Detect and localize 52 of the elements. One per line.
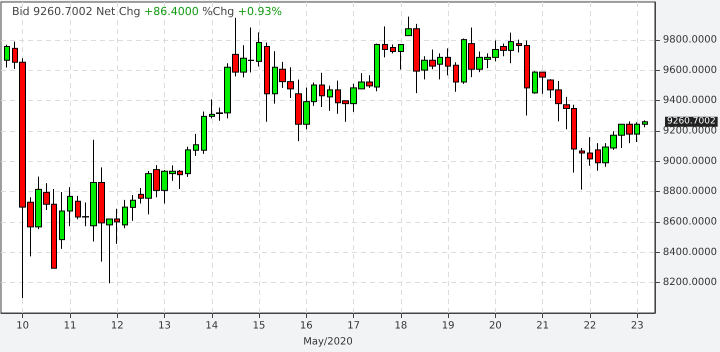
candlestick <box>256 32 262 67</box>
candlestick <box>67 186 73 227</box>
x-tick-label: 23 <box>630 320 644 332</box>
candlestick <box>642 120 648 128</box>
candlestick <box>185 146 191 178</box>
y-tick-label: 8800.0000 <box>662 186 717 198</box>
candlestick <box>264 42 270 122</box>
y-tick-label: 9000.0000 <box>662 156 717 167</box>
y-tick-label: 8600.0000 <box>662 216 717 228</box>
candlestick <box>130 194 136 222</box>
y-tick-label: 9600.0000 <box>662 64 717 76</box>
y-tick-label: 9400.0000 <box>662 95 717 106</box>
x-tick-label: 20 <box>489 320 502 332</box>
candlestick <box>587 136 593 166</box>
x-tick-label: 14 <box>205 320 218 332</box>
annotation: +86.4000 <box>144 5 199 18</box>
x-tick-label: 22 <box>584 320 596 332</box>
text: 9260.7002 <box>667 116 716 127</box>
x-tick-label: 19 <box>442 320 454 332</box>
candlestick <box>4 44 10 68</box>
x-axis-title: May/2020 <box>303 336 353 348</box>
candlestick <box>516 39 522 53</box>
x-tick-label: 12 <box>110 320 124 332</box>
y-tick-label: 8400.0000 <box>662 246 717 258</box>
candlestick <box>201 111 207 154</box>
y-tick-label: 9200.0000 <box>662 125 717 136</box>
x-tick-label: 15 <box>252 320 266 332</box>
candlestick <box>319 72 325 108</box>
annotation: +0.93% <box>238 5 282 18</box>
candlestick <box>382 26 388 58</box>
candlestick <box>524 40 530 116</box>
annotation: %Chg <box>202 5 234 18</box>
candlestick <box>453 62 459 92</box>
candlestick <box>327 85 333 112</box>
x-tick-label: 17 <box>347 320 360 332</box>
candlestick <box>59 191 65 250</box>
x-tick-label: 10 <box>16 320 30 332</box>
annotation: Bid 9260.7002 Net Chg <box>12 5 141 18</box>
candlestick <box>193 133 199 156</box>
x-tick-label: 21 <box>536 320 550 332</box>
candlestick <box>398 44 404 70</box>
candlestick <box>390 44 396 54</box>
x-tick-label: 18 <box>394 320 408 332</box>
x-tick-label: 16 <box>300 320 313 332</box>
candlestick <box>445 48 451 76</box>
candlestick <box>579 147 585 190</box>
y-tick-label: 8200.0000 <box>662 277 717 288</box>
x-tick-label: 11 <box>64 320 76 332</box>
candlestick <box>122 199 128 229</box>
y-tick-label: 9800.0000 <box>662 34 717 46</box>
x-tick-label: 13 <box>158 320 171 332</box>
candlestick <box>209 98 215 119</box>
